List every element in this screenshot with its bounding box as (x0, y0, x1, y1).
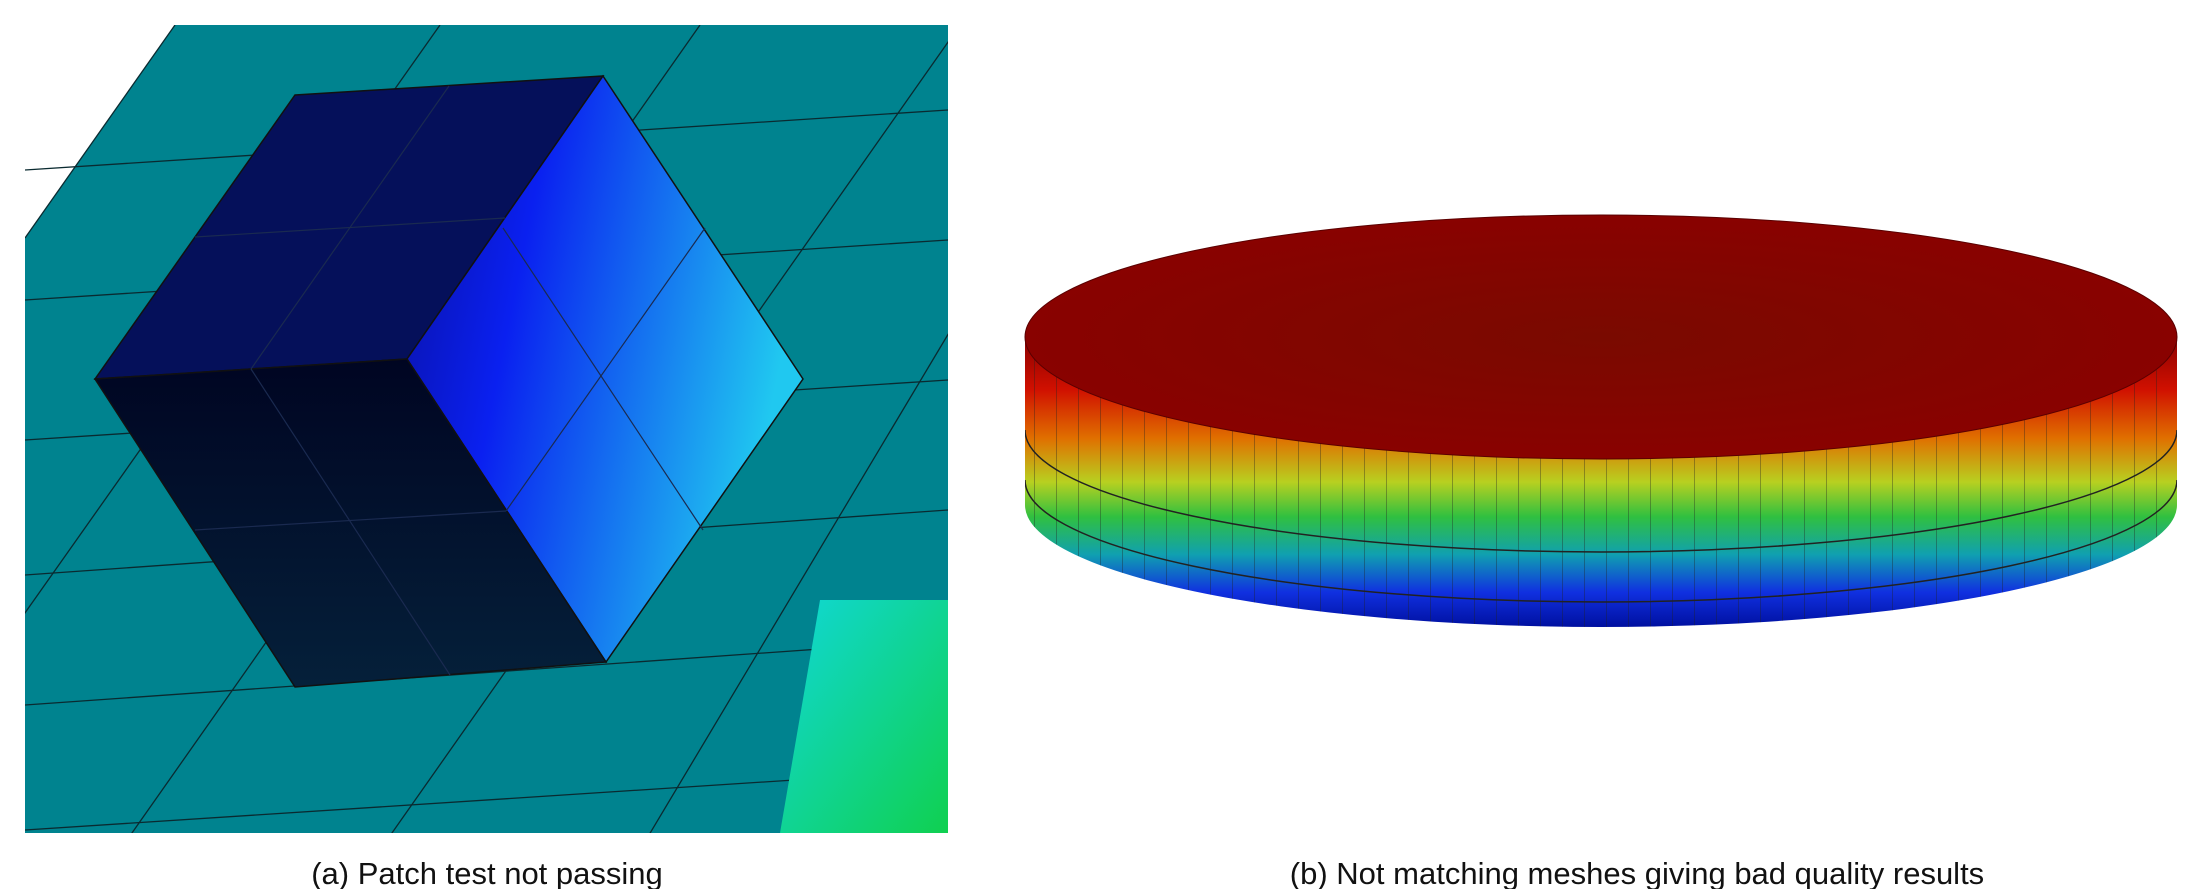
mesh-render-a (25, 25, 948, 833)
caption: (b) Not matching meshes giving bad quali… (1290, 856, 1984, 889)
disk-render-b (1024, 214, 2178, 627)
caption: (a) Patch test not passing (311, 856, 663, 889)
